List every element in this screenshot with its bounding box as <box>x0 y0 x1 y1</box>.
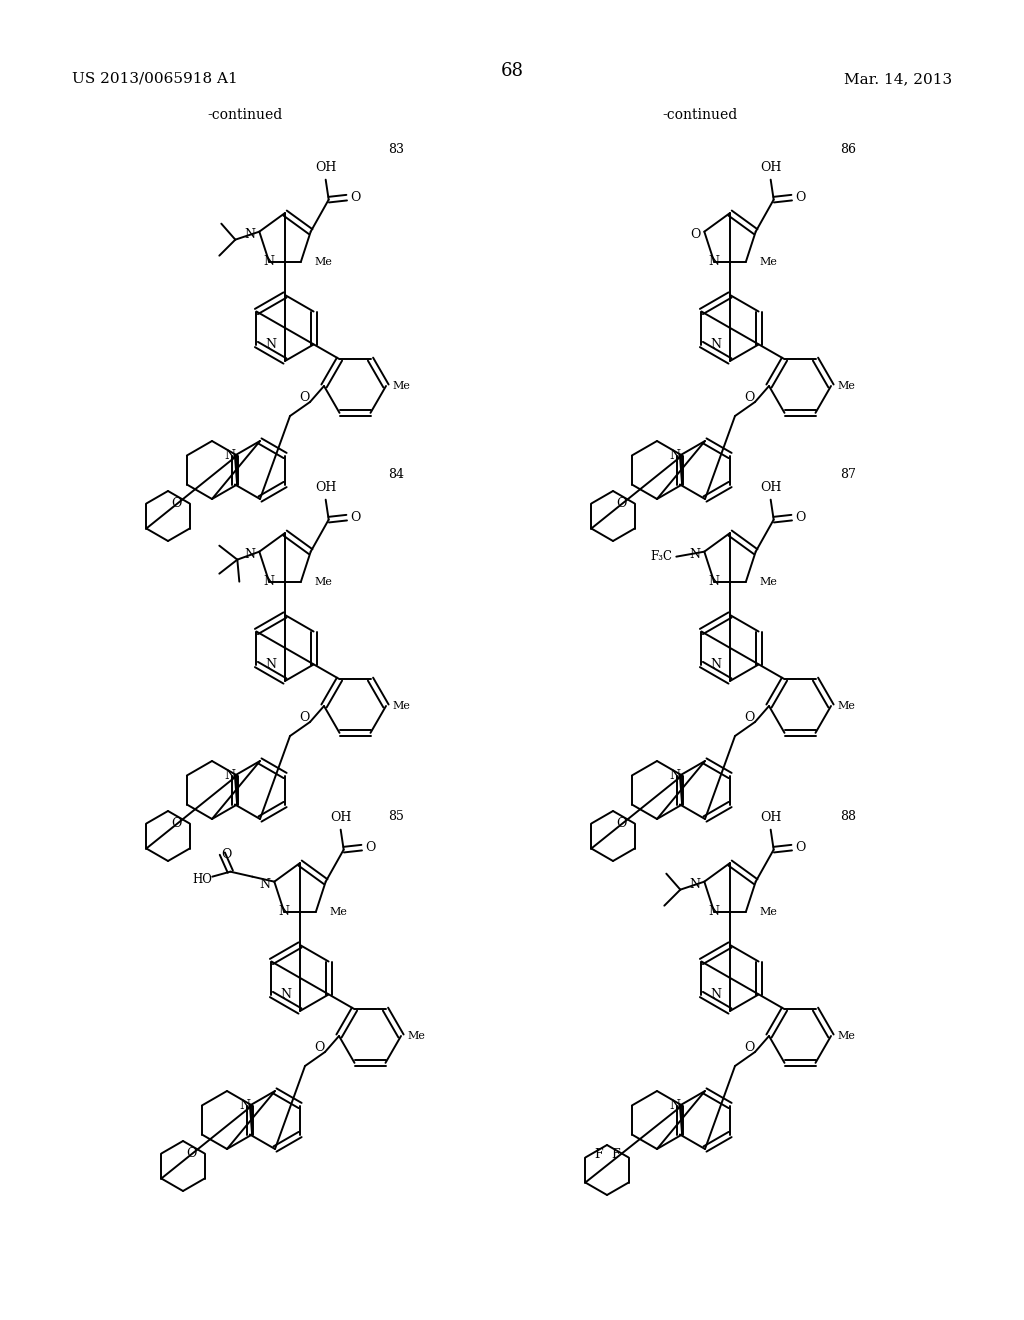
Text: Me: Me <box>760 907 778 917</box>
Text: Me: Me <box>314 577 333 587</box>
Text: N: N <box>711 657 722 671</box>
Text: F: F <box>594 1148 603 1162</box>
Text: OH: OH <box>315 161 336 174</box>
Text: N: N <box>263 576 274 589</box>
Text: OH: OH <box>330 810 351 824</box>
Text: Mar. 14, 2013: Mar. 14, 2013 <box>844 73 952 86</box>
Text: N: N <box>709 576 720 589</box>
Text: O: O <box>314 1041 325 1053</box>
Text: O: O <box>744 1041 755 1053</box>
Text: 68: 68 <box>501 62 523 81</box>
Text: OH: OH <box>760 480 781 494</box>
Text: N: N <box>669 770 680 781</box>
Text: O: O <box>616 498 627 510</box>
Text: N: N <box>245 228 255 242</box>
Text: N: N <box>669 449 680 462</box>
Text: N: N <box>689 548 700 561</box>
Text: -continued: -continued <box>208 108 283 121</box>
Text: Me: Me <box>392 381 410 391</box>
Text: -continued: -continued <box>663 108 737 121</box>
Text: N: N <box>279 906 290 919</box>
Text: Me: Me <box>837 701 855 711</box>
Text: N: N <box>240 1100 250 1111</box>
Text: Me: Me <box>837 1031 855 1041</box>
Text: N: N <box>669 1100 680 1111</box>
Text: US 2013/0065918 A1: US 2013/0065918 A1 <box>72 73 238 86</box>
Text: O: O <box>690 228 700 242</box>
Text: O: O <box>186 1147 197 1160</box>
Text: O: O <box>300 391 310 404</box>
Text: F₃C: F₃C <box>650 550 673 564</box>
Text: Me: Me <box>392 701 410 711</box>
Text: F: F <box>611 1148 620 1162</box>
Text: N: N <box>265 657 276 671</box>
Text: N: N <box>263 255 274 268</box>
Text: Me: Me <box>760 577 778 587</box>
Text: Me: Me <box>314 257 333 267</box>
Text: 87: 87 <box>840 469 856 480</box>
Text: O: O <box>616 817 627 830</box>
Text: O: O <box>796 191 806 205</box>
Text: N: N <box>711 987 722 1001</box>
Text: N: N <box>281 987 292 1001</box>
Text: O: O <box>744 391 755 404</box>
Text: 84: 84 <box>388 469 404 480</box>
Text: N: N <box>709 906 720 919</box>
Text: O: O <box>796 841 806 854</box>
Text: Me: Me <box>407 1031 425 1041</box>
Text: N: N <box>709 255 720 268</box>
Text: N: N <box>689 878 700 891</box>
Text: 86: 86 <box>840 143 856 156</box>
Text: Me: Me <box>330 907 348 917</box>
Text: O: O <box>350 511 361 524</box>
Text: Me: Me <box>837 381 855 391</box>
Text: N: N <box>224 449 236 462</box>
Text: O: O <box>221 847 231 861</box>
Text: O: O <box>300 711 310 723</box>
Text: O: O <box>350 191 361 205</box>
Text: N: N <box>711 338 722 351</box>
Text: O: O <box>744 711 755 723</box>
Text: N: N <box>224 770 236 781</box>
Text: N: N <box>245 548 255 561</box>
Text: 88: 88 <box>840 810 856 822</box>
Text: O: O <box>366 841 376 854</box>
Text: Me: Me <box>760 257 778 267</box>
Text: N: N <box>265 338 276 351</box>
Text: 83: 83 <box>388 143 404 156</box>
Text: O: O <box>171 498 181 510</box>
Text: O: O <box>171 817 181 830</box>
Text: O: O <box>796 511 806 524</box>
Text: OH: OH <box>315 480 336 494</box>
Text: N: N <box>259 878 270 891</box>
Text: OH: OH <box>760 810 781 824</box>
Text: HO: HO <box>193 873 212 886</box>
Text: 85: 85 <box>388 810 403 822</box>
Text: OH: OH <box>760 161 781 174</box>
